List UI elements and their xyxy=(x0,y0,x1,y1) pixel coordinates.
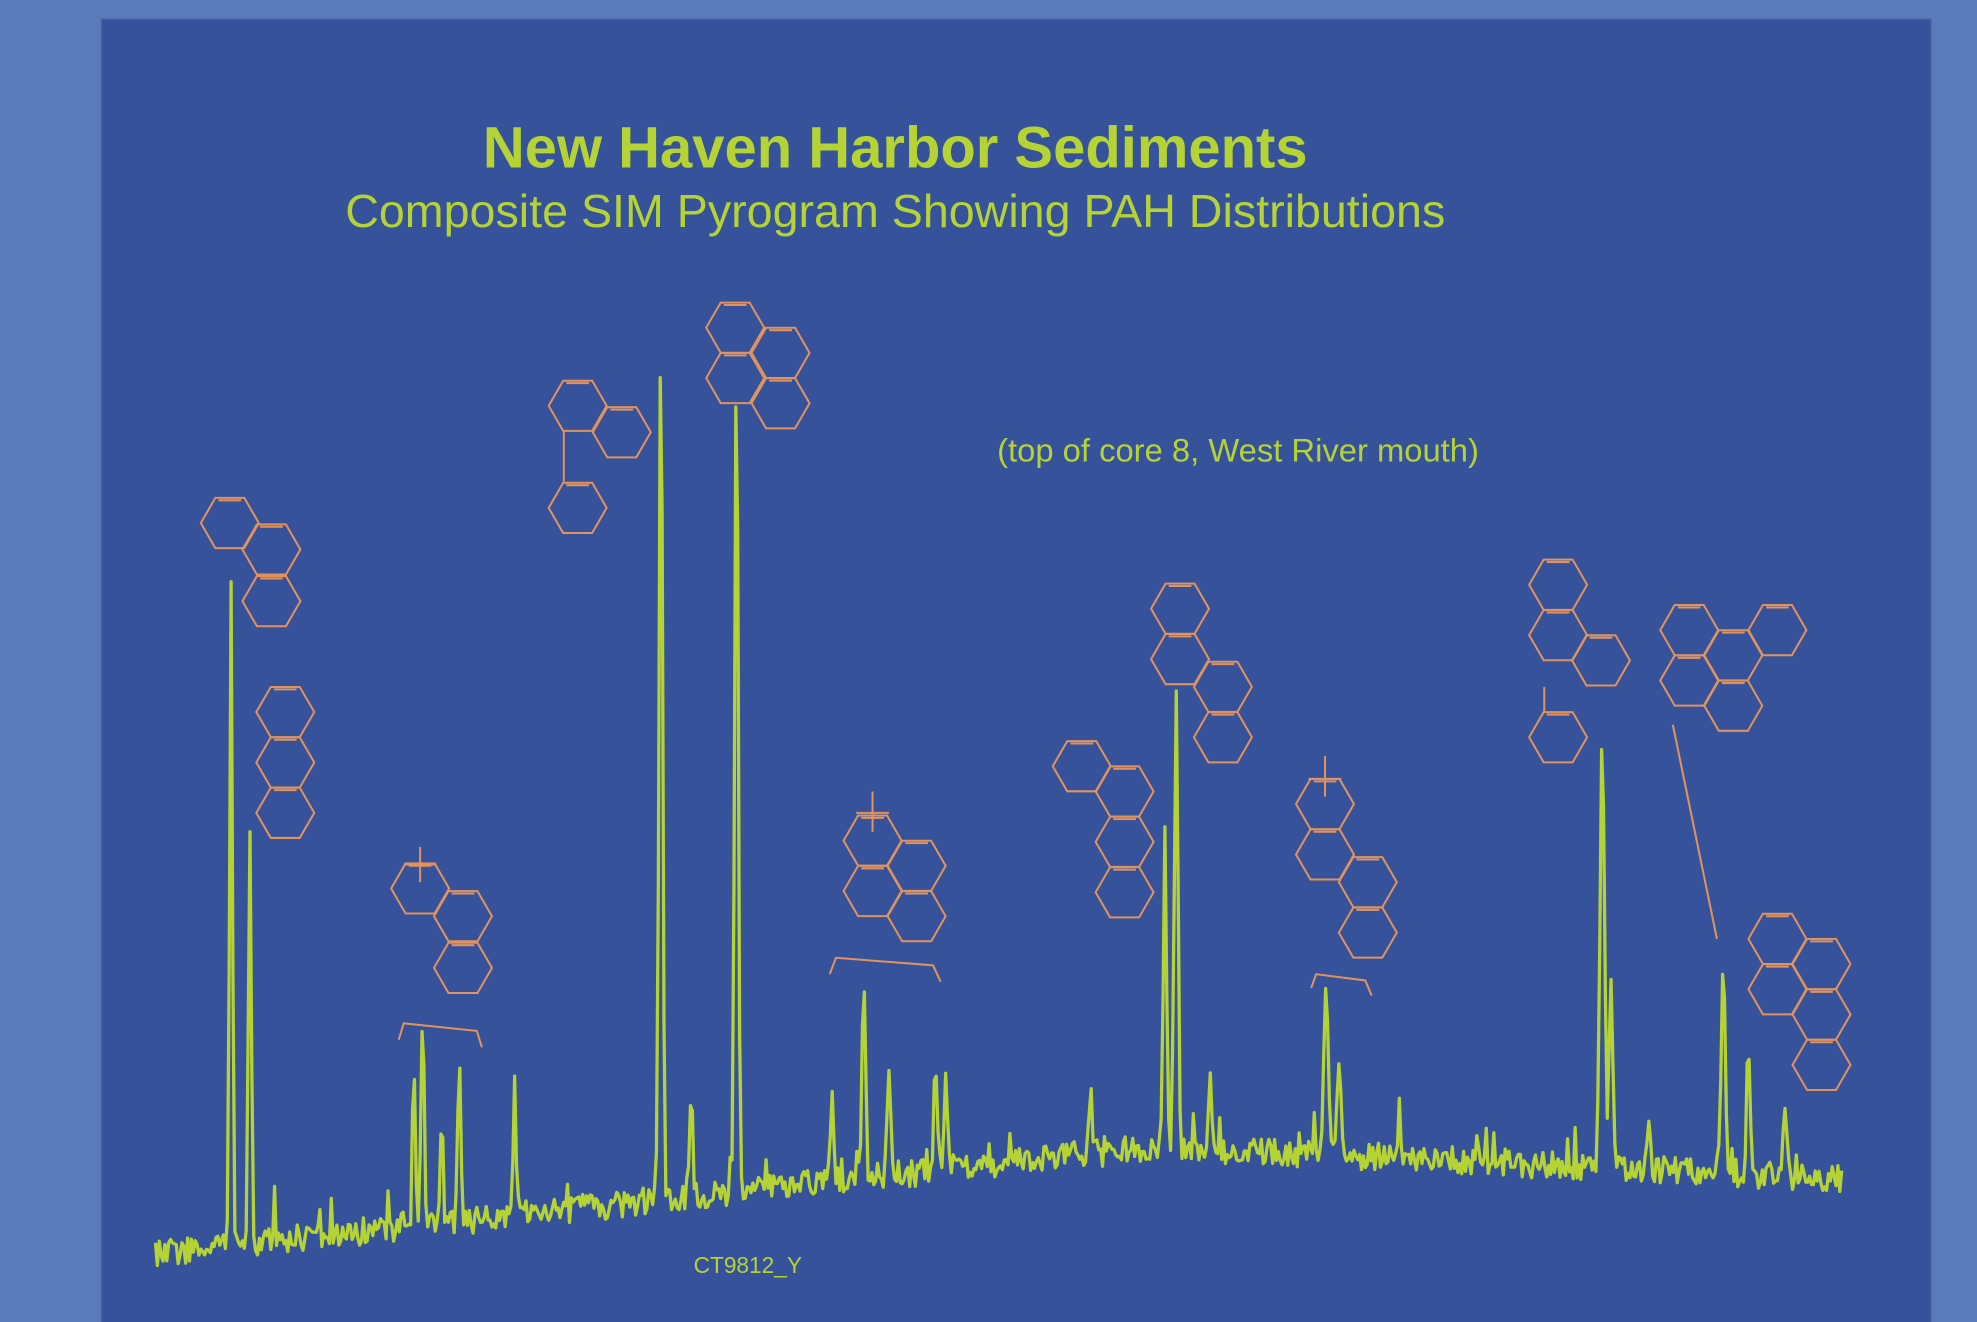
sample-label: CT9812_Y xyxy=(694,1252,802,1278)
ring xyxy=(705,351,766,405)
ring xyxy=(1094,866,1155,919)
ring xyxy=(432,890,494,943)
ring xyxy=(1192,711,1254,764)
ring xyxy=(1570,634,1632,687)
ring xyxy=(547,481,608,534)
panel xyxy=(100,18,1932,1322)
ring xyxy=(591,406,652,459)
ring xyxy=(1703,679,1764,732)
ring xyxy=(241,575,302,628)
ring xyxy=(547,379,608,432)
title: New Haven Harbor Sediments xyxy=(483,117,1308,181)
ring xyxy=(750,377,811,430)
note: (top of core 8, West River mouth) xyxy=(997,431,1479,468)
ring xyxy=(255,786,316,839)
bracket xyxy=(1310,973,1373,996)
ring xyxy=(432,941,494,994)
ring xyxy=(1527,711,1589,764)
ring xyxy=(1747,604,1808,657)
ring xyxy=(241,523,302,576)
subtitle: Composite SIM Pyrogram Showing PAH Distr… xyxy=(345,185,1445,237)
ring xyxy=(886,890,947,943)
pyrogram-trace xyxy=(153,376,1844,1268)
bracket xyxy=(397,1022,483,1048)
structures xyxy=(199,301,1852,1091)
pointer xyxy=(1671,724,1718,940)
bracket xyxy=(828,956,942,983)
ring xyxy=(1791,1038,1852,1091)
ring xyxy=(1337,906,1398,959)
